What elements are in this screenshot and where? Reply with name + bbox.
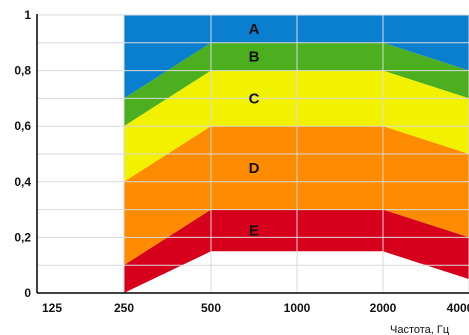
x-tick-label: 2000: [370, 301, 397, 315]
axis-layer: [36, 14, 469, 294]
x-tick-label: 250: [114, 301, 134, 315]
band-labels: AB C D E: [249, 21, 260, 240]
y-tick-label: 0,8: [14, 64, 31, 78]
y-tick-label: 0: [24, 286, 31, 300]
x-axis-title: Частота, Гц: [390, 324, 450, 335]
band-label-c: C: [249, 90, 260, 107]
band-label-a: A: [249, 21, 260, 38]
grid-layer: [37, 14, 469, 293]
x-tick-label: 4000: [447, 301, 469, 315]
x-tick-label: 125: [42, 301, 62, 315]
y-tick-label: 1: [24, 8, 31, 22]
y-tick-label: 0,4: [14, 175, 31, 189]
x-tick-labels: 125 250 500 1000 2000 4000: [42, 301, 469, 315]
x-tick-label: 1000: [284, 301, 311, 315]
x-tick-label: 500: [201, 301, 221, 315]
y-tick-label: 0,2: [14, 230, 31, 244]
band-label-e: E: [249, 222, 259, 239]
y-tick-label: 0,6: [14, 119, 31, 133]
band-label-d: D: [249, 160, 260, 177]
y-tick-labels: 0 0,2 0,4 0,6 0,8 1: [14, 8, 31, 300]
band-label-b: B: [249, 49, 260, 66]
